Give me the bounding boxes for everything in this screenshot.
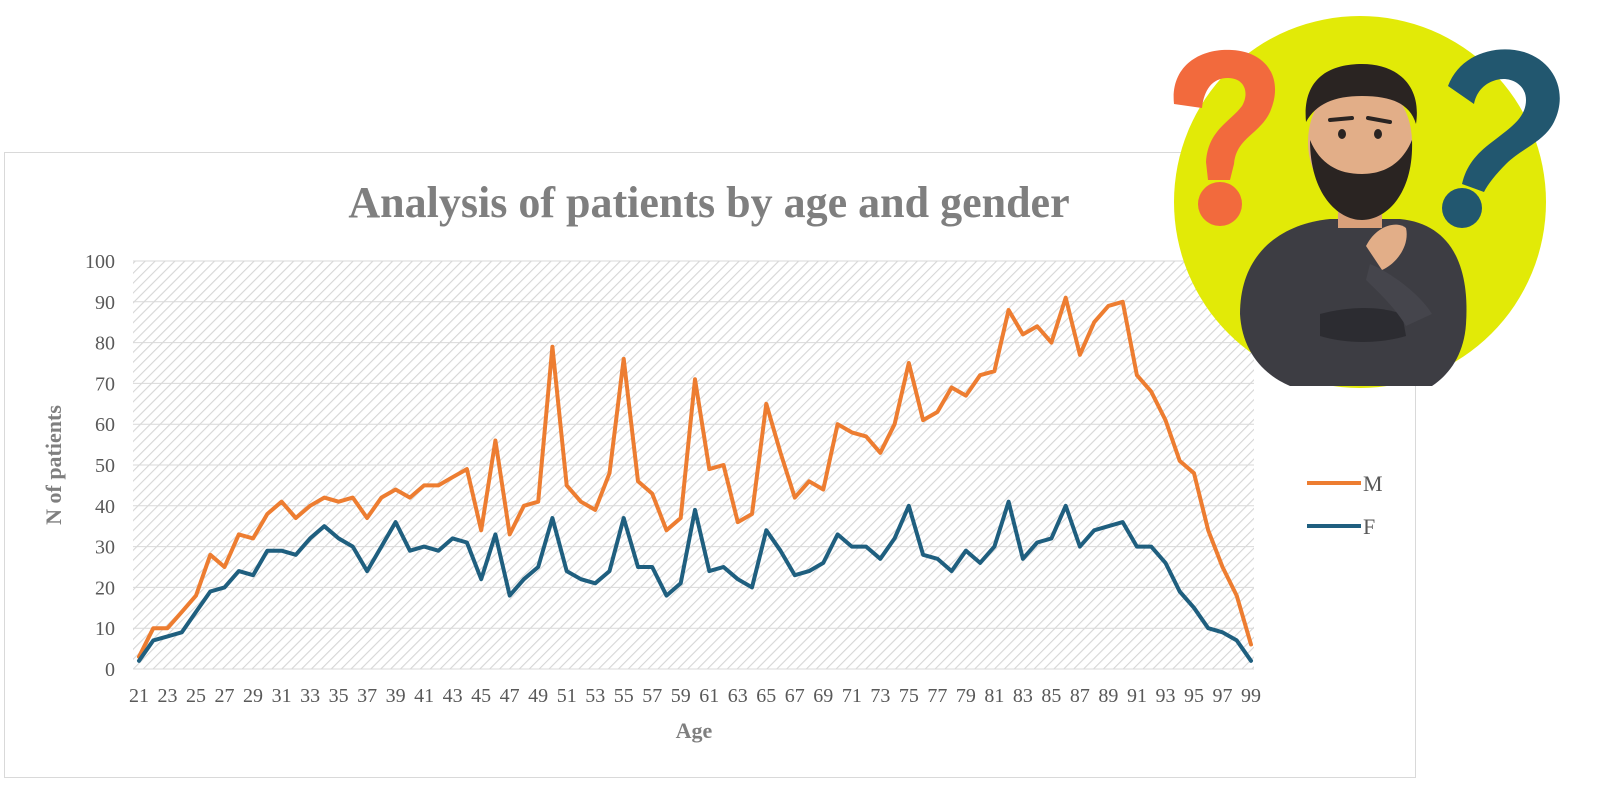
x-tick-label: 71 xyxy=(842,685,862,707)
legend-label-f: F xyxy=(1363,514,1375,539)
x-tick-label: 73 xyxy=(870,685,890,707)
x-tick-label: 31 xyxy=(272,685,292,707)
x-tick-label: 59 xyxy=(671,685,691,707)
legend-label-m: M xyxy=(1363,471,1383,496)
x-tick-label: 35 xyxy=(329,685,349,707)
x-tick-label: 81 xyxy=(984,685,1004,707)
x-tick-label: 91 xyxy=(1127,685,1147,707)
x-tick-label: 27 xyxy=(215,685,235,707)
y-tick-label: 40 xyxy=(95,496,115,518)
x-tick-label: 67 xyxy=(785,685,805,707)
x-tick-label: 57 xyxy=(642,685,662,707)
x-axis-ticks: 21 23 25 27 29 31 33 35 37 39 41 43 45 47 49 51 53 55 57 59… xyxy=(129,685,1261,707)
chart-title: Analysis of patients by age and gender xyxy=(348,178,1069,227)
y-tick-label: 70 xyxy=(95,373,115,395)
x-tick-label: 25 xyxy=(186,685,206,707)
series-line-f xyxy=(137,499,1253,663)
y-tick-label: 10 xyxy=(95,618,115,640)
x-tick-label: 77 xyxy=(927,685,947,707)
x-tick-label: 65 xyxy=(756,685,776,707)
series-layer xyxy=(137,295,1253,663)
x-tick-label: 85 xyxy=(1041,685,1061,707)
x-tick-label: 79 xyxy=(956,685,976,707)
legend: MF xyxy=(1307,471,1383,539)
x-tick-label: 43 xyxy=(443,685,463,707)
x-tick-label: 23 xyxy=(158,685,178,707)
question-mark-right-icon xyxy=(1442,49,1560,228)
x-tick-label: 37 xyxy=(357,685,377,707)
x-tick-label: 29 xyxy=(243,685,263,707)
y-tick-label: 100 xyxy=(85,251,115,273)
x-tick-label: 93 xyxy=(1155,685,1175,707)
x-tick-label: 63 xyxy=(728,685,748,707)
y-tick-label: 30 xyxy=(95,537,115,559)
y-tick-label: 50 xyxy=(95,455,115,477)
x-tick-label: 51 xyxy=(557,685,577,707)
x-tick-label: 53 xyxy=(585,685,605,707)
x-tick-label: 41 xyxy=(414,685,434,707)
x-tick-label: 55 xyxy=(614,685,634,707)
y-tick-label: 0 xyxy=(105,659,115,681)
x-tick-label: 33 xyxy=(300,685,320,707)
series-line-m xyxy=(137,295,1253,659)
x-tick-label: 87 xyxy=(1070,685,1090,707)
x-tick-label: 45 xyxy=(471,685,491,707)
y-tick-label: 80 xyxy=(95,333,115,355)
x-tick-label: 69 xyxy=(813,685,833,707)
x-tick-label: 61 xyxy=(699,685,719,707)
x-tick-label: 95 xyxy=(1184,685,1204,707)
y-tick-label: 20 xyxy=(95,577,115,599)
x-tick-label: 99 xyxy=(1241,685,1261,707)
x-axis-title: Age xyxy=(676,718,713,743)
thinking-man-illustration xyxy=(1173,16,1560,388)
thinking-man-icon xyxy=(1240,64,1467,386)
y-axis-ticks: 0 10 20 30 40 50 60 70 80 90 100 xyxy=(85,251,115,681)
x-tick-label: 49 xyxy=(528,685,548,707)
x-tick-label: 39 xyxy=(386,685,406,707)
x-tick-label: 97 xyxy=(1212,685,1232,707)
y-axis-title: N of patients xyxy=(41,405,66,525)
chart-svg: Analysis of patients by age and gender 0… xyxy=(41,178,1383,743)
x-tick-label: 21 xyxy=(129,685,149,707)
y-tick-label: 90 xyxy=(95,292,115,314)
x-tick-label: 83 xyxy=(1013,685,1033,707)
x-tick-label: 75 xyxy=(899,685,919,707)
question-mark-left-icon xyxy=(1173,49,1276,226)
chart-card: Analysis of patients by age and gender 0… xyxy=(4,152,1416,778)
x-tick-label: 89 xyxy=(1098,685,1118,707)
x-tick-label: 47 xyxy=(500,685,520,707)
y-tick-label: 60 xyxy=(95,414,115,436)
